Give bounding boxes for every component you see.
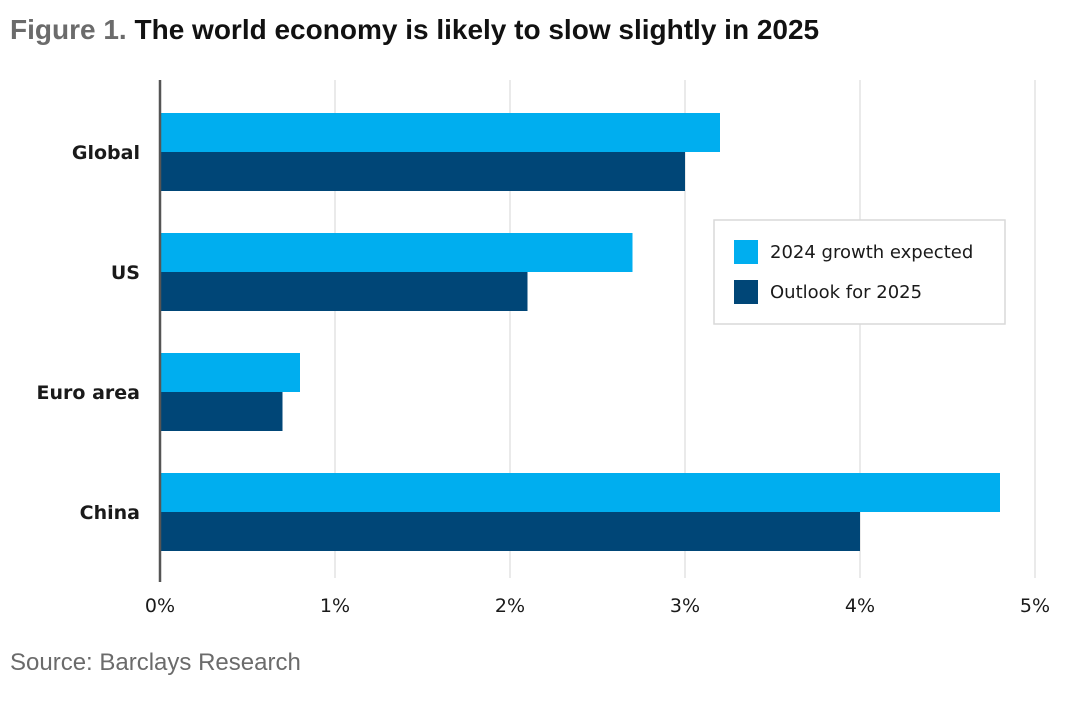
- x-tick-label: 1%: [320, 595, 350, 617]
- bars: [160, 113, 1000, 551]
- bar-2025: [160, 152, 685, 191]
- category-label: Euro area: [37, 382, 140, 404]
- chart-title: The world economy is likely to slow slig…: [134, 14, 820, 45]
- legend-swatch: [734, 280, 758, 304]
- bar-2024: [160, 233, 633, 272]
- category-labels: Global US Euro area China: [37, 142, 140, 524]
- legend-box: [713, 219, 1006, 325]
- x-tick-label: 4%: [845, 595, 875, 617]
- bar-2025: [160, 512, 860, 551]
- bar-2025: [160, 272, 528, 311]
- x-tick-label: 3%: [670, 595, 700, 617]
- category-label: China: [80, 502, 140, 524]
- figure-label: Figure 1.: [10, 14, 127, 45]
- source-note: Source: Barclays Research: [10, 649, 301, 676]
- x-axis-tick-labels: 0% 1% 2% 3% 4% 5%: [145, 595, 1050, 617]
- legend-swatch: [734, 240, 758, 264]
- category-label: Global: [72, 142, 140, 164]
- legend-label: 2024 growth expected: [770, 242, 973, 263]
- bar-2024: [160, 113, 720, 152]
- category-label: US: [111, 262, 140, 284]
- bar-chart: Global US Euro area China 0% 1% 2% 3% 4% 5% 2024…: [37, 80, 1050, 617]
- figure-header: Figure 1. The world economy is likely to…: [10, 12, 819, 48]
- x-tick-label: 2%: [495, 595, 525, 617]
- bar-2024: [160, 473, 1000, 512]
- x-tick-label: 5%: [1020, 595, 1050, 617]
- bar-2025: [160, 392, 283, 431]
- legend-label: Outlook for 2025: [770, 282, 922, 303]
- legend: 2024 growth expected Outlook for 2025: [713, 219, 1006, 325]
- x-tick-label: 0%: [145, 595, 175, 617]
- bar-2024: [160, 353, 300, 392]
